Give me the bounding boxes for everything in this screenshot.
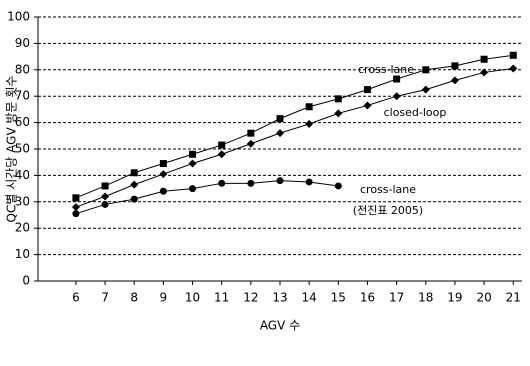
x-tick-label: 19 <box>447 291 462 305</box>
x-tick-label: 21 <box>506 291 521 305</box>
marker <box>334 109 343 118</box>
marker <box>188 159 197 168</box>
y-tick-label: 90 <box>15 36 30 50</box>
marker <box>218 141 226 149</box>
x-tick-label: 11 <box>214 291 229 305</box>
y-tick-label: 10 <box>15 247 30 261</box>
marker <box>334 95 342 103</box>
marker <box>247 129 255 137</box>
series-line <box>75 54 514 199</box>
marker <box>509 64 518 73</box>
marker <box>130 169 138 177</box>
y-tick-label: 70 <box>15 89 30 103</box>
x-tick-label: 18 <box>418 291 433 305</box>
y-tick-label: 100 <box>7 10 30 24</box>
marker <box>451 62 459 70</box>
x-tick-label: 6 <box>72 291 80 305</box>
y-tick-label: 50 <box>15 142 30 156</box>
marker <box>72 210 80 218</box>
marker <box>305 178 313 186</box>
marker <box>189 185 197 193</box>
x-tick-label: 14 <box>302 291 317 305</box>
marker <box>101 182 109 190</box>
y-tick-label: 0 <box>22 274 30 288</box>
marker <box>130 180 139 189</box>
marker <box>422 66 430 74</box>
marker <box>450 76 459 85</box>
marker <box>363 86 371 94</box>
marker <box>246 139 255 148</box>
series-note: (전진표 2005) <box>353 204 423 217</box>
marker <box>218 179 226 187</box>
y-tick-label: 80 <box>15 62 30 76</box>
x-tick-label: 8 <box>130 291 138 305</box>
x-tick-label: 16 <box>360 291 375 305</box>
marker <box>509 51 517 59</box>
y-tick-label: 60 <box>15 115 30 129</box>
marker <box>421 85 430 94</box>
x-tick-label: 15 <box>331 291 346 305</box>
x-tick-label: 7 <box>101 291 109 305</box>
marker <box>393 75 401 83</box>
marker <box>101 200 109 208</box>
marker <box>480 68 489 77</box>
marker <box>247 179 255 187</box>
y-tick-label: 40 <box>15 168 30 182</box>
x-tick-label: 13 <box>272 291 287 305</box>
x-tick-label: 12 <box>243 291 258 305</box>
marker <box>130 195 138 203</box>
marker <box>72 194 80 202</box>
marker <box>189 150 197 158</box>
marker <box>276 115 284 123</box>
marker <box>334 182 342 190</box>
marker <box>305 103 313 111</box>
x-tick-label: 20 <box>476 291 491 305</box>
marker <box>159 160 167 168</box>
marker <box>71 203 80 212</box>
marker <box>480 55 488 63</box>
marker <box>363 101 372 110</box>
marker <box>305 119 314 128</box>
marker <box>276 177 284 185</box>
marker <box>217 150 226 159</box>
marker <box>392 92 401 101</box>
x-tick-label: 17 <box>389 291 404 305</box>
series-line <box>75 67 514 208</box>
x-tick-label: 9 <box>160 291 168 305</box>
series-label: cross-lane <box>360 183 416 196</box>
x-axis-title: AGV 수 <box>260 319 300 333</box>
marker <box>101 192 110 201</box>
y-axis-title: QC별 시간당 AGV 방문 횟수 <box>5 76 19 223</box>
series-label: cross-lane <box>358 63 414 76</box>
series-line <box>75 180 339 215</box>
series-label: closed-loop <box>384 106 447 119</box>
y-tick-label: 30 <box>15 194 30 208</box>
y-tick-label: 20 <box>15 221 30 235</box>
marker <box>159 170 168 179</box>
x-tick-label: 10 <box>185 291 200 305</box>
marker <box>276 129 284 138</box>
marker <box>159 187 167 195</box>
